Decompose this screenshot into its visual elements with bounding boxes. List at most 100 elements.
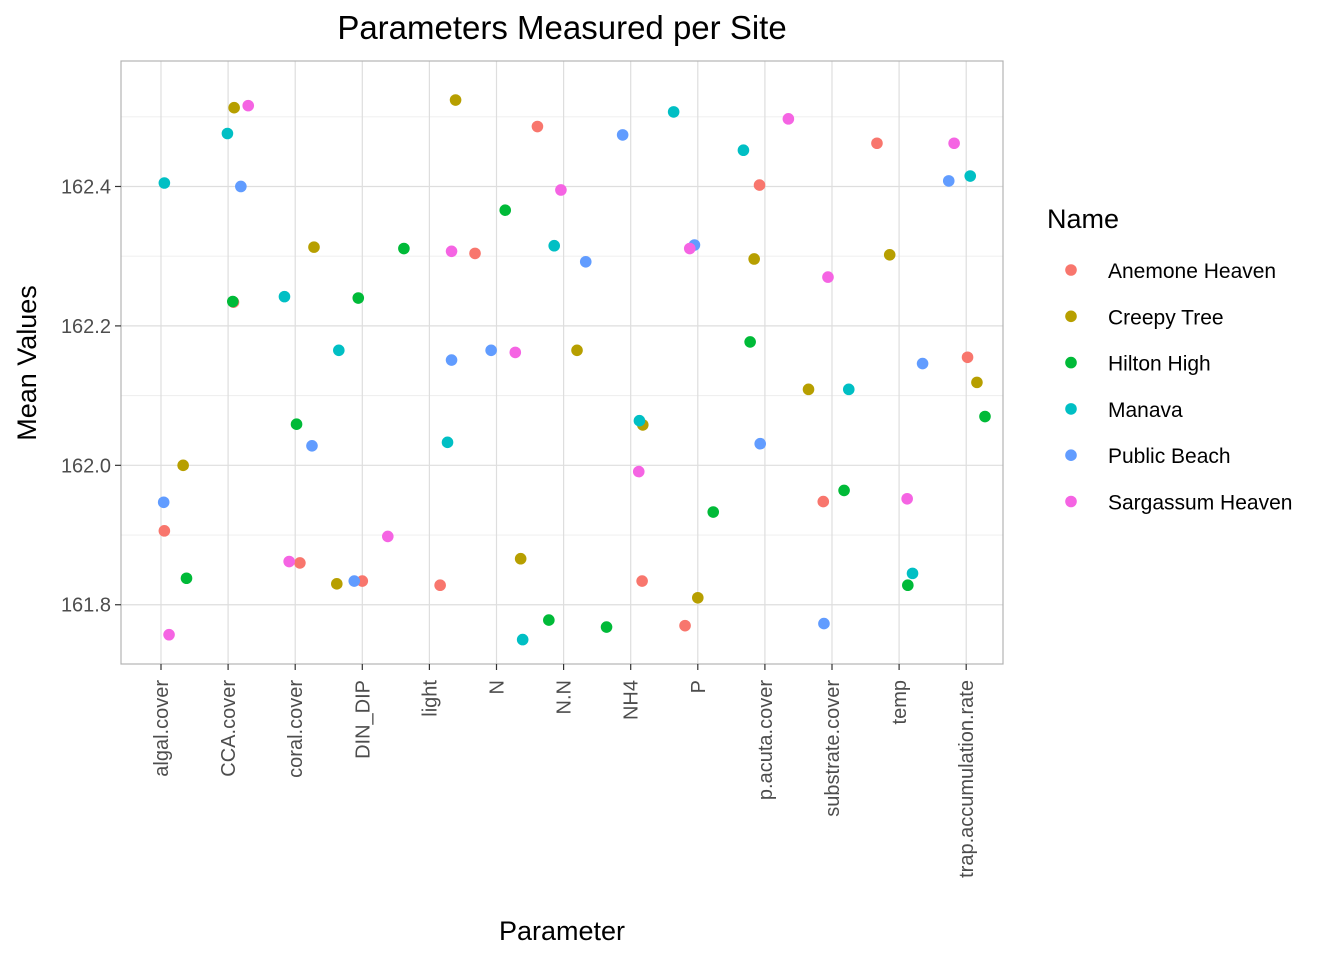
data-point: [753, 179, 766, 191]
legend-label: Hilton High: [1108, 353, 1211, 376]
chart-title: Parameters Measured per Site: [337, 9, 786, 46]
data-point: [158, 177, 171, 189]
data-point: [633, 414, 646, 427]
data-point: [948, 137, 960, 150]
legend-label: Anemone Heaven: [1108, 260, 1276, 283]
data-point: [226, 295, 239, 308]
legend-label: Manava: [1108, 399, 1183, 422]
data-point: [180, 572, 193, 585]
data-points: [157, 94, 991, 646]
data-point: [221, 127, 234, 140]
legend-label: Public Beach: [1108, 445, 1231, 468]
data-point: [979, 410, 991, 423]
data-point: [632, 465, 645, 478]
data-point: [579, 255, 592, 268]
data-point: [499, 204, 512, 216]
data-point: [842, 383, 855, 396]
data-point: [163, 628, 175, 641]
legend-key: [1065, 495, 1077, 508]
x-tick-label: DIN_DIP: [352, 680, 374, 759]
data-point: [445, 245, 458, 258]
x-tick-label: p.acuta.cover: [755, 680, 777, 800]
legend-key: [1065, 310, 1077, 323]
panel-border: [120, 60, 1004, 665]
y-tick-label: 161.8: [61, 595, 111, 617]
data-point: [683, 242, 696, 255]
data-point: [398, 242, 410, 255]
data-point: [961, 351, 974, 364]
data-point: [294, 557, 306, 569]
data-point: [434, 579, 446, 592]
legend-key: [1065, 449, 1077, 462]
data-point: [971, 376, 983, 389]
data-point: [485, 344, 497, 357]
data-point: [817, 495, 830, 508]
x-tick-label: P: [688, 680, 710, 693]
y-axis-title: Mean Values: [12, 285, 42, 441]
grid-lines: [121, 61, 1003, 664]
data-point: [278, 290, 291, 303]
data-point: [818, 617, 830, 630]
data-point: [838, 484, 850, 497]
x-tick-label: CCA.cover: [218, 680, 240, 777]
data-point: [509, 346, 522, 359]
data-point: [822, 271, 834, 283]
x-tick-label: algal.cover: [151, 680, 173, 777]
data-point: [531, 120, 544, 133]
legend-key: [1065, 264, 1077, 276]
data-point: [331, 578, 343, 590]
legend-label: Creepy Tree: [1108, 306, 1224, 329]
x-tick-label: coral.cover: [285, 680, 307, 778]
data-point: [445, 354, 458, 366]
data-point: [964, 170, 977, 182]
data-point: [782, 113, 795, 125]
data-point: [901, 492, 913, 505]
data-point: [871, 137, 883, 150]
legend-title: Name: [1047, 204, 1119, 234]
data-point: [548, 239, 561, 252]
data-point: [667, 106, 680, 118]
data-point: [636, 575, 648, 587]
data-point: [158, 525, 171, 537]
x-tick-label: NH4: [621, 680, 643, 720]
y-tick-label: 162.2: [61, 316, 111, 338]
x-tick-label: substrate.cover: [822, 680, 844, 817]
data-point: [571, 344, 583, 357]
legend-key: [1065, 403, 1077, 415]
data-point: [942, 175, 955, 187]
data-point: [449, 94, 462, 106]
x-tick-label: N.N: [554, 680, 576, 714]
data-point: [600, 621, 613, 633]
data-point: [441, 436, 454, 449]
y-tick-label: 162.0: [61, 455, 111, 477]
data-point: [352, 292, 365, 304]
data-point: [679, 619, 691, 632]
data-point: [157, 496, 170, 509]
data-point: [737, 144, 750, 157]
y-tick-label: 162.4: [61, 176, 111, 198]
x-axis-title: Parameter: [499, 916, 625, 946]
x-tick-label: light: [419, 680, 441, 717]
data-point: [177, 459, 189, 472]
data-point: [308, 241, 320, 253]
data-point: [333, 344, 345, 357]
data-point: [469, 247, 481, 260]
data-point: [242, 99, 255, 112]
data-point: [744, 336, 756, 348]
data-point: [283, 555, 295, 568]
data-point: [692, 591, 704, 604]
data-point: [916, 357, 929, 370]
data-point: [290, 418, 303, 430]
data-point: [306, 440, 318, 452]
data-point: [906, 567, 919, 580]
data-point: [235, 180, 247, 193]
x-axis: algal.cover CCA.cover coral.cover DIN_DIP li…: [151, 664, 978, 878]
data-point: [381, 530, 394, 543]
data-point: [348, 575, 361, 587]
x-tick-label: trap.accumulation.rate: [956, 680, 978, 878]
data-point: [616, 129, 629, 141]
data-point: [707, 506, 720, 518]
legend: Name Anemone Heaven Creepy Tree Hilton Hig…: [1047, 204, 1292, 515]
x-tick-label: N: [487, 680, 509, 694]
